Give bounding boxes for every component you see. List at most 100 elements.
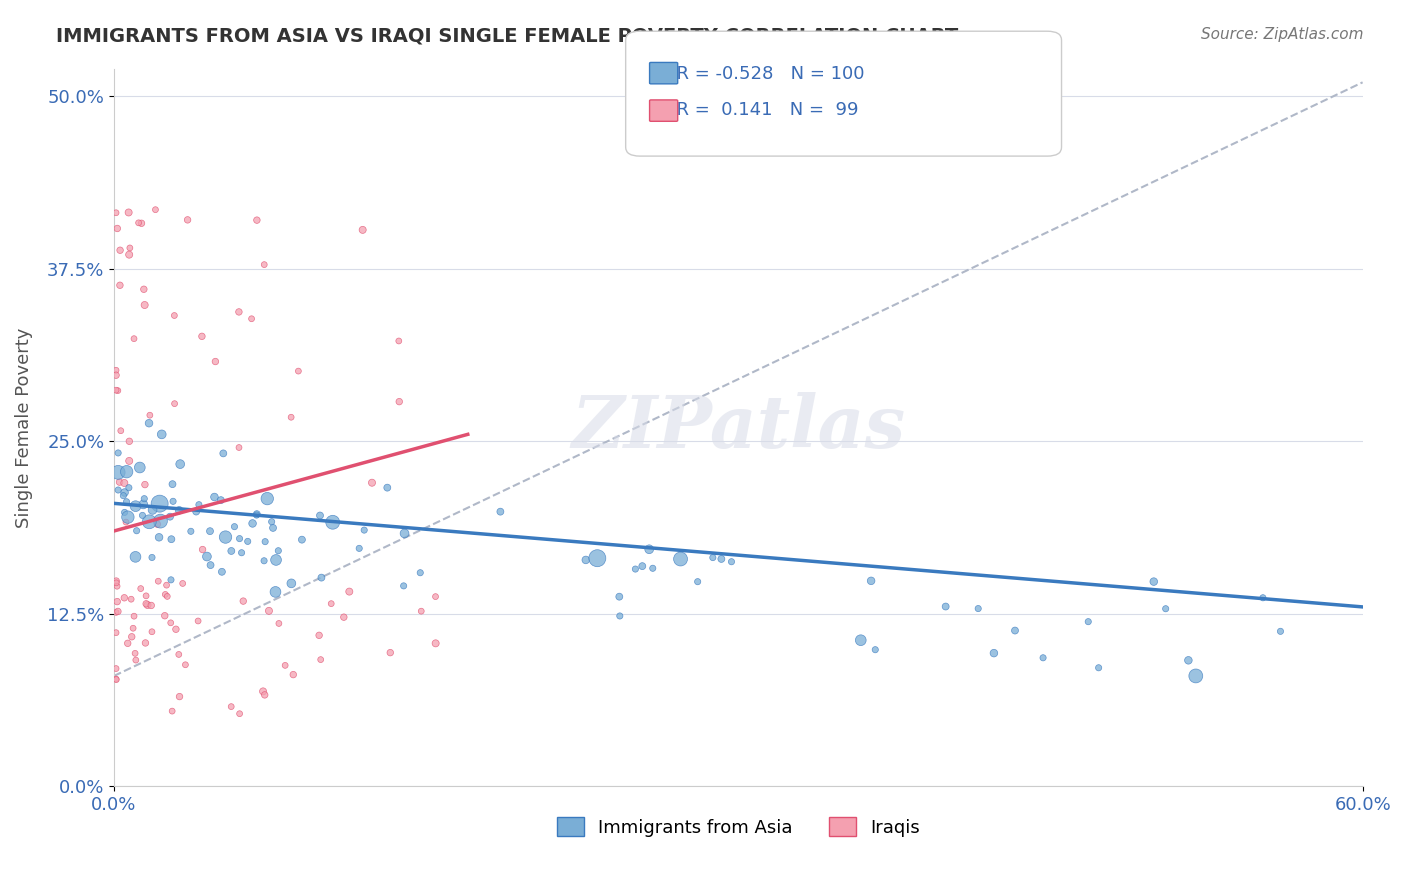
Point — [114, 485, 136, 500]
Point — [134, 636, 156, 650]
Point — [849, 633, 872, 648]
Point — [128, 216, 150, 230]
Point — [245, 508, 267, 522]
Point — [575, 553, 598, 567]
Point — [253, 688, 276, 702]
Point — [236, 534, 259, 549]
Point — [252, 684, 274, 698]
Point — [135, 589, 157, 603]
Point — [112, 475, 135, 490]
Point — [117, 636, 139, 650]
Point — [117, 510, 139, 524]
Point — [287, 364, 309, 378]
Point — [983, 646, 1005, 660]
Point — [105, 206, 128, 220]
Point — [1143, 574, 1166, 589]
Point — [105, 574, 128, 588]
Point — [409, 566, 432, 580]
Point — [353, 523, 375, 537]
Point — [122, 609, 145, 624]
Point — [425, 590, 447, 604]
Point — [122, 332, 145, 346]
Point — [160, 532, 183, 546]
Point — [291, 533, 314, 547]
Point — [159, 615, 181, 630]
Point — [107, 604, 129, 618]
Point — [169, 457, 191, 471]
Point — [228, 532, 250, 546]
Point — [865, 642, 887, 657]
Point — [108, 475, 131, 489]
Point — [114, 505, 136, 519]
Point — [149, 497, 172, 511]
Point — [148, 530, 170, 544]
Point — [115, 465, 138, 479]
Point — [112, 591, 135, 605]
Point — [246, 507, 269, 521]
Point — [253, 554, 276, 568]
Point — [141, 599, 163, 613]
Point — [141, 550, 163, 565]
Point — [155, 578, 177, 592]
Point — [174, 657, 197, 672]
Point — [228, 441, 250, 455]
Point — [162, 494, 184, 508]
Text: R =  0.141   N =  99: R = 0.141 N = 99 — [665, 101, 859, 119]
Point — [641, 561, 664, 575]
Point — [176, 212, 198, 227]
Point — [131, 508, 153, 523]
Point — [204, 490, 226, 504]
Point — [333, 610, 356, 624]
Point — [1004, 624, 1026, 638]
Point — [149, 514, 172, 528]
Point — [262, 521, 284, 535]
Point — [860, 574, 883, 588]
Point — [214, 530, 236, 544]
Point — [121, 630, 143, 644]
Point — [624, 562, 647, 576]
Point — [105, 368, 128, 383]
Point — [321, 597, 343, 611]
Point — [337, 584, 360, 599]
Point — [361, 475, 384, 490]
Point — [187, 498, 209, 512]
Point — [156, 590, 179, 604]
Point — [228, 706, 250, 721]
Legend: Immigrants from Asia, Iraqis: Immigrants from Asia, Iraqis — [550, 810, 927, 844]
Point — [150, 427, 173, 442]
Point — [145, 202, 167, 217]
Point — [375, 481, 398, 495]
Point — [169, 690, 191, 704]
Point — [118, 247, 141, 261]
Point — [105, 606, 128, 620]
Y-axis label: Single Female Poverty: Single Female Poverty — [15, 327, 32, 528]
Point — [129, 582, 152, 596]
Point — [257, 604, 280, 618]
Point — [107, 483, 129, 497]
Point — [148, 574, 170, 589]
Point — [124, 646, 146, 660]
Point — [311, 571, 333, 585]
Point — [134, 298, 156, 312]
Point — [134, 477, 156, 491]
Point — [118, 434, 141, 449]
Point — [935, 599, 957, 614]
Point — [142, 503, 165, 517]
Point — [1087, 661, 1109, 675]
Point — [1154, 601, 1177, 615]
Point — [211, 565, 233, 579]
Point — [155, 587, 177, 601]
Point — [702, 550, 724, 565]
Point — [388, 394, 411, 409]
Point — [132, 282, 155, 296]
Point — [108, 278, 131, 293]
Point — [125, 524, 148, 538]
Point — [254, 534, 277, 549]
Point — [124, 499, 146, 513]
Point — [134, 491, 156, 506]
Point — [159, 509, 181, 524]
Point — [224, 519, 246, 533]
Point — [352, 223, 374, 237]
Point — [308, 628, 330, 642]
Point — [165, 622, 187, 636]
